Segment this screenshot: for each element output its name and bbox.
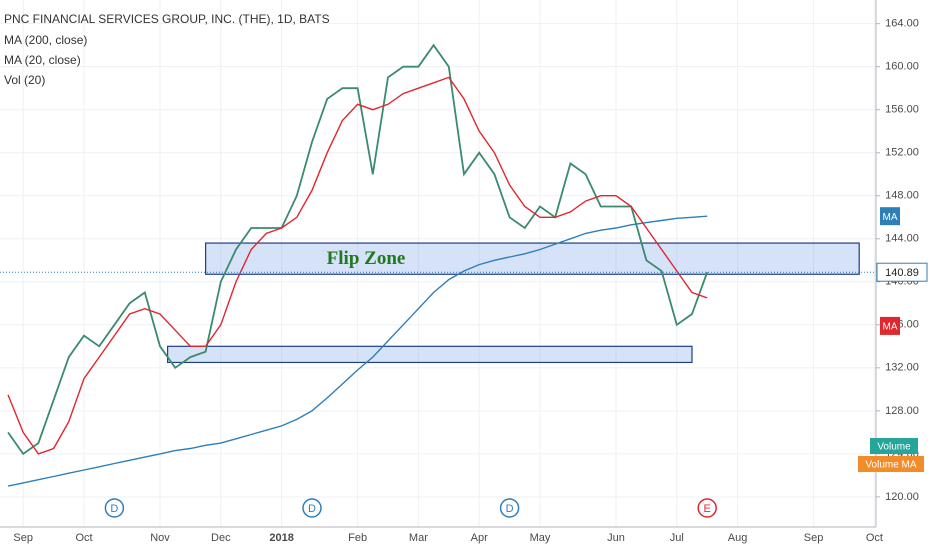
plot: Flip Zone [7,43,860,487]
x-tick-label: Sep [13,532,33,544]
price-tag-label: 140.89 [885,267,919,279]
series-tag-label: MA [883,212,898,223]
x-tick-label: Feb [348,532,367,544]
x-tick-label: Oct [866,532,883,544]
y-tick-label: 128.00 [885,405,919,417]
x-tick-label: Apr [471,532,488,544]
x-tick-label: Sep [804,532,824,544]
y-tick-label: 120.00 [885,491,919,503]
x-tick-label: Dec [211,532,231,544]
series-line [7,76,708,455]
series-tag [880,316,900,335]
event-label: E [704,503,711,515]
event-marker [104,498,125,518]
volume-tag-label: Volume [877,442,911,453]
y-tick-label: 152.00 [885,147,919,159]
legend-entry: MA (20, close) [4,53,81,67]
x-tick-label: Oct [75,532,92,544]
y-tick-label: 156.00 [885,104,919,116]
y-tick-label: 144.00 [885,233,919,245]
y-tick-label: 164.00 [885,18,919,30]
event-marker [697,498,717,518]
x-tick-label: May [530,532,551,544]
series-tag-label: MA [883,322,898,333]
volume-tag-label: Volume MA [865,460,916,471]
event-label: D [506,503,514,515]
grid [0,0,876,527]
event-marker [302,498,322,518]
series-line [7,43,709,456]
legend-entry: MA (200, close) [4,33,87,47]
indicator-label: Vol (20) [4,73,45,87]
chart-title: PNC FINANCIAL SERVICES GROUP, INC. (THE)… [4,12,330,26]
volume-tag [870,438,918,454]
zone [167,345,693,364]
series-line [7,215,708,487]
zone-label: Flip Zone [327,248,406,269]
event-label: D [308,503,316,515]
series-tag [880,207,900,226]
event-marker [499,498,520,518]
y-tick-label: 160.00 [885,61,919,73]
y-tick-label: 132.00 [885,362,919,374]
price-tag [876,262,928,282]
x-tick-label: Mar [409,532,428,544]
zone [205,242,860,275]
x-tick-label: Nov [150,532,170,544]
x-tick-label: Jul [670,532,684,544]
x-tick-label: Jun [607,532,625,544]
volume-tag [858,456,924,472]
x-tick-label: Aug [728,532,748,544]
event-label: D [110,503,118,515]
x-tick-label: 2018 [269,532,293,544]
y-tick-label: 148.00 [885,190,919,202]
